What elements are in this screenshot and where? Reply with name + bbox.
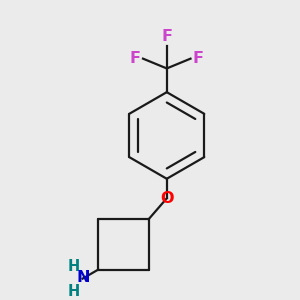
Text: H: H bbox=[68, 284, 80, 299]
Text: F: F bbox=[193, 51, 204, 66]
Text: F: F bbox=[161, 29, 172, 44]
Text: N: N bbox=[76, 270, 90, 285]
Text: F: F bbox=[130, 51, 141, 66]
Text: H: H bbox=[68, 259, 80, 274]
Text: O: O bbox=[160, 191, 173, 206]
